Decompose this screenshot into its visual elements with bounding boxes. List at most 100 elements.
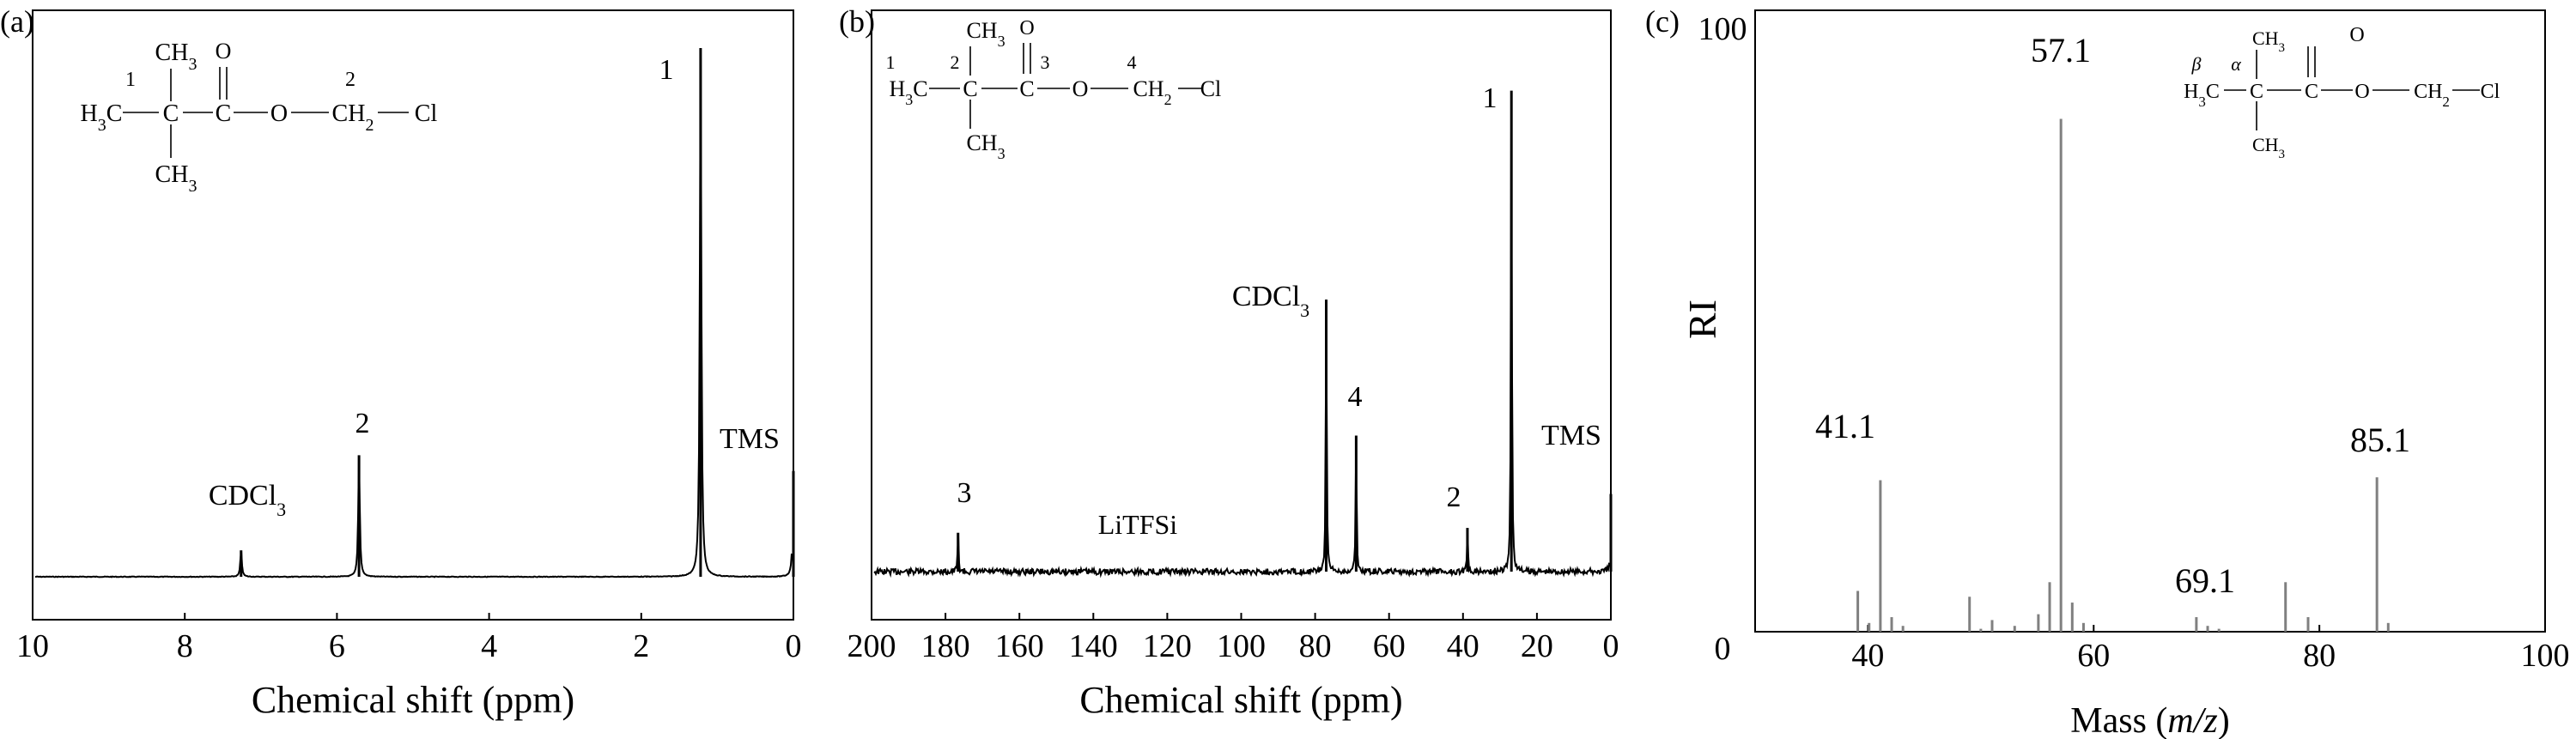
structure-atom-label-span: Cl xyxy=(2481,81,2500,103)
structure-atom-label: H3C xyxy=(81,100,123,135)
x-axis-label-span: Mass ( xyxy=(2070,701,2167,739)
peak-label: 1 xyxy=(659,54,674,86)
peak-label-text: 1 xyxy=(1483,82,1498,114)
structure-atom-label-span: CH xyxy=(966,130,997,155)
structure-atom-label: Cl xyxy=(1200,76,1222,101)
x-tick-label: 180 xyxy=(921,628,970,664)
x-tick-label: 80 xyxy=(2303,638,2336,674)
structure-atom-label-span: C xyxy=(163,100,179,127)
x-axis-label: Chemical shift (ppm) xyxy=(252,679,574,721)
structure-atom-label-span: CH xyxy=(155,39,189,66)
plot-frame xyxy=(32,9,794,621)
x-tick-label: 4 xyxy=(481,628,497,664)
structure-atom-label: 1 xyxy=(125,69,136,91)
structure-atom-label-span: 2 xyxy=(1164,91,1172,108)
peak-label: 2 xyxy=(355,408,370,439)
y-axis-label: RI xyxy=(1680,300,1724,339)
peak-label: 1 xyxy=(1483,82,1498,114)
ms-peak-label: 69.1 xyxy=(2175,561,2235,600)
x-tick-label: 60 xyxy=(1373,628,1406,664)
x-tick-label: 40 xyxy=(1851,638,1884,674)
y-tick-label: 100 xyxy=(1698,11,1747,47)
structure-atom-label: O xyxy=(2354,81,2369,103)
structure-atom-label-span: C xyxy=(2206,81,2220,103)
ms-peak-label: 41.1 xyxy=(1815,407,1875,445)
structure-atom-label-span: 3 xyxy=(1041,51,1050,73)
panel-label: (c) xyxy=(1645,4,1680,39)
structure-atom-label-span: C xyxy=(913,76,927,101)
x-tick-label: 10 xyxy=(16,628,49,664)
peak-label-text: TMS xyxy=(720,423,780,455)
structure-atom-label-span: C xyxy=(2305,81,2318,103)
structure-atom-label: CH2 xyxy=(2414,81,2450,110)
structure-atom-label-span: Cl xyxy=(1200,76,1222,101)
structure-atom-label-span: α xyxy=(2231,53,2241,75)
structure-atom-label-span: 3 xyxy=(905,91,913,108)
structure-atom-label-span: 3 xyxy=(998,33,1005,50)
structure-atom-label-span: CH xyxy=(332,100,366,127)
structure-atom-label-span: O xyxy=(1072,76,1089,101)
structure-atom-label-span: H xyxy=(81,100,98,127)
structure-atom-label-span: C xyxy=(2250,81,2263,103)
structure-atom-label: O xyxy=(2349,24,2364,46)
structure-atom-label: 1 xyxy=(886,51,896,73)
structure-atom-label: CH3 xyxy=(2252,27,2285,55)
x-axis-label: Chemical shift (ppm) xyxy=(1079,679,1402,721)
y-tick-label: 0 xyxy=(1715,631,1731,667)
structure-atom-label: H3C xyxy=(2184,81,2220,110)
structure-atom-label-span: 2 xyxy=(365,116,374,135)
x-tick-label: 8 xyxy=(177,628,193,664)
structure-atom-label: 4 xyxy=(1127,51,1137,73)
structure-atom-label-span: C xyxy=(106,100,123,127)
structure-atom-label-span: CH xyxy=(2252,134,2279,155)
spectrum-trace xyxy=(35,51,793,578)
peak-label: CDCl3 xyxy=(209,480,286,520)
structure-atom-label: C xyxy=(963,76,977,101)
x-tick-label: 100 xyxy=(2521,638,2570,674)
structure-atom-label-span: O xyxy=(1019,17,1034,39)
structure-atom-label-span: 3 xyxy=(2198,94,2206,110)
structure-atom-label-span: 3 xyxy=(998,145,1005,162)
peak-label-text: 4 xyxy=(1348,381,1363,413)
x-tick-label: 160 xyxy=(995,628,1044,664)
structure-atom-label-span: 3 xyxy=(2279,148,2286,161)
structure-atom-label-span: 2 xyxy=(2442,94,2450,110)
x-tick-label: 6 xyxy=(329,628,345,664)
structure-atom-label: α xyxy=(2231,53,2241,75)
ms-peak-label: 85.1 xyxy=(2350,421,2410,459)
structure-atom-label-span: H xyxy=(2184,81,2198,103)
x-axis-label-span: m/z xyxy=(2167,701,2217,739)
structure-atom-label: CH3 xyxy=(155,39,197,74)
ms-peak-label: 57.1 xyxy=(2031,31,2091,70)
x-tick-label: 80 xyxy=(1299,628,1332,664)
structure-atom-label-span: 3 xyxy=(98,116,106,135)
peak-label-sub: 3 xyxy=(1300,300,1309,321)
x-tick-label: 140 xyxy=(1069,628,1118,664)
x-tick-label: 20 xyxy=(1521,628,1553,664)
x-tick-label: 0 xyxy=(786,628,802,664)
structure-atom-label-span: CH xyxy=(155,161,189,188)
peak-label: CDCl3 xyxy=(1232,281,1309,321)
peak-label: TMS xyxy=(720,423,780,455)
structure-atom-label-span: 1 xyxy=(125,69,136,91)
x-axis-label: Mass (m/z) xyxy=(2070,701,2230,739)
structure-atom-label: Cl xyxy=(415,100,438,127)
structure-atom-label: O xyxy=(1072,76,1089,101)
structure-atom-label-span: 2 xyxy=(951,51,960,73)
x-axis-label-span: ) xyxy=(2218,701,2230,739)
structure-atom-label: O xyxy=(1019,17,1034,39)
structure-atom-label: C xyxy=(2250,81,2263,103)
structure-atom-label: CH3 xyxy=(2252,134,2285,161)
structure-atom-label: O xyxy=(270,100,288,127)
peak-label-text: CDCl xyxy=(1232,281,1300,312)
peak-label-text: 1 xyxy=(659,54,674,86)
plot-frame xyxy=(1754,9,2546,633)
structure-atom-label: C xyxy=(2305,81,2318,103)
structure-atom-label: C xyxy=(1019,76,1034,101)
structure-atom-label: CH2 xyxy=(332,100,374,135)
structure-atom-label-span: 2 xyxy=(345,69,355,91)
